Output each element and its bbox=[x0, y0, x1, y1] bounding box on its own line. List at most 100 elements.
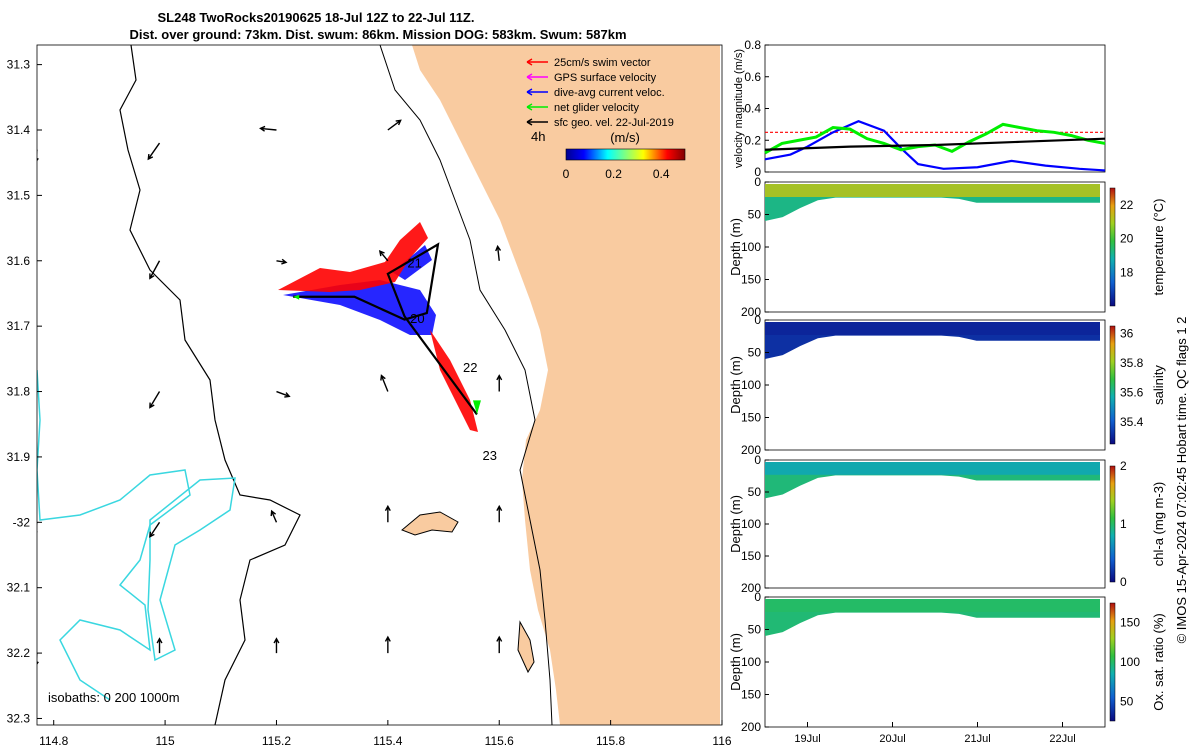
section-ytick-label: 100 bbox=[741, 240, 761, 254]
map-xtick-label: 115.8 bbox=[596, 734, 625, 748]
chla-section: 0 50 100 150 200 Depth (m) 0 1 2 chl-a (mg m-3) bbox=[728, 453, 1166, 595]
geo-vector-arrow bbox=[384, 635, 391, 654]
section-ytick-label: 150 bbox=[741, 411, 761, 425]
velocity-series-current bbox=[764, 120, 1106, 172]
map-axis-ticks: 114.8 115 115.2 115.4 115.6 115.8 116 31.3 31.4 3… bbox=[7, 58, 732, 748]
legend-swatch-head bbox=[526, 73, 533, 81]
section-axes bbox=[764, 459, 1106, 589]
section-ylabel: Depth (m) bbox=[728, 495, 743, 553]
section-colorbar-label: temperature (°C) bbox=[1151, 199, 1166, 296]
section-ytick-label: 150 bbox=[741, 273, 761, 287]
track-day-label: 20 bbox=[410, 311, 424, 326]
temperature-section: 0 50 100 150 200 Depth (m) 18 20 22 temperature (… bbox=[728, 175, 1166, 319]
speed-colorbar-tick: 0 bbox=[563, 167, 570, 181]
legend-note: 4h bbox=[531, 129, 545, 144]
section-colorbar bbox=[1109, 465, 1116, 583]
isobath-0m-outer bbox=[147, 477, 236, 662]
geo-vector-arrow bbox=[273, 637, 280, 654]
section-ytick-label: 100 bbox=[741, 655, 761, 669]
section-colorbar-label: Ox. sat. ratio (%) bbox=[1151, 613, 1166, 711]
section-ytick-label: 50 bbox=[748, 346, 762, 360]
glider-track bbox=[293, 242, 481, 416]
legend-swatch-head bbox=[526, 118, 533, 126]
legend-swatch-head bbox=[526, 88, 533, 96]
geo-vector-arrow bbox=[149, 260, 161, 280]
section-colorbar-tick: 35.8 bbox=[1120, 356, 1144, 370]
section-colorbar bbox=[1109, 325, 1116, 445]
section-colorbar-tick: 1 bbox=[1120, 517, 1127, 531]
net-velocity-arrow bbox=[472, 400, 481, 415]
section-colorbar bbox=[1109, 187, 1116, 307]
section-colorbar-label: salinity bbox=[1151, 365, 1166, 405]
time-tick-label: 19Jul bbox=[794, 733, 820, 745]
swim-vector-swath bbox=[278, 222, 478, 432]
section-colorbar-tick: 18 bbox=[1120, 265, 1134, 279]
speed-colorbar-tick: 0.2 bbox=[605, 167, 622, 181]
oxygen-section: 0 50 100 150 200 Depth (m) 50 100 150 Ox. sat. ra… bbox=[728, 590, 1166, 734]
isobath-200m bbox=[379, 45, 553, 725]
section-colorbar-tick: 50 bbox=[1120, 694, 1134, 708]
legend-label: GPS surface velocity bbox=[554, 72, 657, 84]
geo-vector-arrow bbox=[496, 504, 503, 523]
section-ytick-label: 150 bbox=[741, 549, 761, 563]
section-colorbar-tick: 150 bbox=[1120, 616, 1140, 630]
geo-vector-arrow bbox=[380, 374, 389, 392]
section-ytick-label: 0 bbox=[754, 590, 761, 604]
velocity-ytick-label: 0.2 bbox=[744, 133, 761, 147]
section-ytick-label: 50 bbox=[748, 623, 762, 637]
island bbox=[401, 511, 459, 536]
section-surface-layer bbox=[765, 184, 1100, 197]
section-ytick-label: 100 bbox=[741, 517, 761, 531]
section-ytick-label: 50 bbox=[748, 208, 762, 222]
section-ytick-label: 0 bbox=[754, 453, 761, 467]
section-ytick-label: 0 bbox=[754, 313, 761, 327]
geo-vector-arrow bbox=[276, 390, 291, 398]
section-surface-layer bbox=[765, 322, 1100, 335]
map-ytick-label: 31.7 bbox=[7, 319, 31, 333]
speed-colorbar bbox=[565, 148, 686, 161]
map-ytick-label: 31.8 bbox=[7, 385, 31, 399]
section-colorbar-tick: 0 bbox=[1120, 575, 1127, 589]
geo-vector-arrow bbox=[378, 250, 389, 262]
time-axis: 19Jul 20Jul 21Jul 22Jul bbox=[794, 722, 1076, 745]
section-ytick-label: 150 bbox=[741, 688, 761, 702]
speed-colorbar-tick: 0.4 bbox=[653, 167, 670, 181]
velocity-series-geo bbox=[764, 137, 1106, 151]
velocity-ytick-label: 0.8 bbox=[744, 38, 761, 52]
map-ytick-label: 31.6 bbox=[7, 254, 31, 268]
legend-label: dive-avg current veloc. bbox=[554, 87, 665, 99]
time-tick-label: 20Jul bbox=[879, 733, 905, 745]
geo-vectors bbox=[37, 119, 503, 665]
time-tick-label: 21Jul bbox=[964, 733, 990, 745]
speed-colorbar-ticks: 0 0.2 0.4 bbox=[563, 167, 670, 181]
map-xtick-label: 115.4 bbox=[373, 734, 402, 748]
isobaths-label: isobaths: 0 200 1000m bbox=[48, 690, 180, 705]
section-colorbar bbox=[1109, 602, 1116, 722]
title-line-1: SL248 TwoRocks20190625 18-Jul 12Z to 22-… bbox=[158, 10, 475, 25]
colorbar-unit-label: (m/s) bbox=[610, 130, 640, 145]
peninsula bbox=[517, 620, 535, 674]
section-ylabel: Depth (m) bbox=[728, 633, 743, 691]
geo-vector-arrow bbox=[276, 258, 288, 265]
map-ytick-label: -32 bbox=[13, 515, 31, 529]
section-axes bbox=[764, 319, 1106, 451]
section-ytick-label: 100 bbox=[741, 378, 761, 392]
geo-vector-arrow bbox=[147, 142, 161, 161]
section-surface-layer bbox=[765, 599, 1100, 612]
map-xtick-label: 115.2 bbox=[262, 734, 291, 748]
section-colorbar-tick: 2 bbox=[1120, 459, 1127, 473]
geo-vector-arrow bbox=[259, 125, 277, 132]
map-ytick-label: 31.3 bbox=[7, 58, 31, 72]
time-tick-label: 22Jul bbox=[1049, 733, 1075, 745]
geo-vector-arrow bbox=[496, 635, 503, 654]
velocity-ytick-label: 0.4 bbox=[744, 102, 761, 116]
section-colorbar-tick: 100 bbox=[1120, 655, 1140, 669]
legend-swatch-head bbox=[526, 58, 533, 66]
section-surface-layer bbox=[765, 462, 1100, 475]
map-xtick-label: 115.6 bbox=[485, 734, 514, 748]
geo-vector-arrow bbox=[37, 522, 38, 533]
section-ytick-label: 200 bbox=[741, 305, 761, 319]
